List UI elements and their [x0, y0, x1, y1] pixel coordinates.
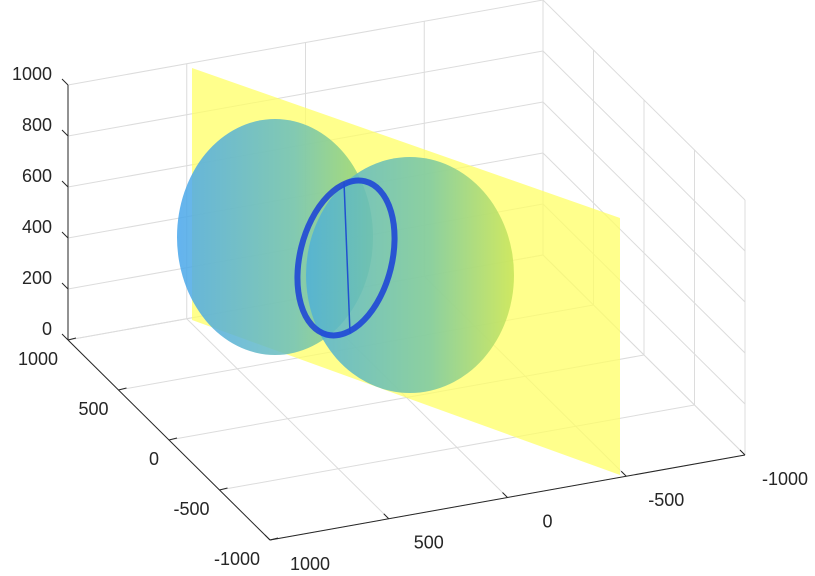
x-tick [264, 534, 271, 541]
y-tick [219, 487, 228, 491]
grid-line [67, 50, 544, 137]
x-tick-label: -500 [648, 490, 684, 510]
ring-line [343, 181, 351, 334]
z-tick-label: 200 [22, 268, 52, 288]
grid-line [542, 50, 746, 252]
grid-line [542, 152, 746, 354]
y-tick-label: 500 [78, 399, 108, 419]
z-tick [61, 78, 69, 86]
z-tick-label: 1000 [12, 64, 52, 84]
grid-line [542, 0, 746, 201]
y-tick-label: 1000 [18, 349, 58, 369]
ring [294, 177, 398, 339]
x-tick [383, 513, 390, 520]
y-tick [118, 387, 127, 391]
y-tick-label: -1000 [214, 549, 260, 569]
y-tick [269, 537, 279, 541]
y-tick [67, 337, 77, 341]
z-tick-label: 0 [42, 319, 52, 339]
z-tick [61, 180, 69, 188]
x-tick [739, 449, 746, 456]
z-tick [61, 282, 69, 290]
x-tick-label: 1000 [290, 554, 330, 574]
x-tick [620, 470, 627, 477]
z-tick-label: 600 [22, 166, 52, 186]
z-tick-label: 400 [22, 217, 52, 237]
grid-line [67, 0, 544, 86]
z-tick [61, 333, 69, 341]
surfaces [177, 68, 620, 475]
x-tick [502, 492, 508, 498]
z-tick-label: 800 [22, 115, 52, 135]
y-tick [168, 437, 178, 441]
grid-line [542, 101, 746, 303]
x-tick-label: 500 [414, 533, 444, 553]
z-tick [61, 129, 69, 137]
z-tick [61, 231, 69, 239]
axis-layer: -1000 -500 0 500 1000 -1000 -500 0 500 1000 0 200 40… [12, 64, 808, 574]
x-tick-label: -1000 [762, 469, 808, 489]
y-tick-label: 0 [149, 449, 159, 469]
sphere [306, 157, 514, 393]
y-tick-label: -500 [173, 499, 209, 519]
x-tick-label: 0 [542, 511, 552, 531]
